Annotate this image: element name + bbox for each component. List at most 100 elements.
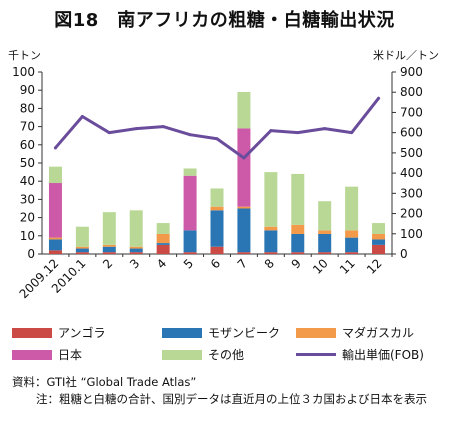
bar-segment: [156, 243, 170, 245]
y-right-tick-label: 300: [400, 186, 423, 200]
bar-segment: [291, 173, 305, 225]
bar-segment: [210, 246, 224, 254]
bar-segment: [345, 230, 359, 238]
price-point: [296, 131, 300, 135]
bar-segment: [129, 210, 143, 247]
bar-segment: [75, 252, 89, 254]
y-right-tick-label: 700: [400, 105, 423, 119]
y-left-tick-label: 30: [20, 192, 35, 206]
bar-segment: [237, 128, 251, 207]
legend: アンゴラ モザンビーク マダガスカル 日本 その他 輸出単価(FOB): [0, 318, 449, 364]
bar-segment: [318, 233, 332, 253]
bar-segment: [318, 252, 332, 254]
bar-segment: [237, 252, 251, 254]
legend-swatch-mozambique: [162, 327, 202, 338]
legend-swatch-japan: [12, 349, 52, 360]
notes: 資料： GTI社 “Global Trade Atlas” 注： 粗糖と白糖の合…: [12, 374, 442, 408]
bar-segment: [372, 239, 386, 245]
chart-canvas: 0 10 20 30 40 50 60 70 80 90 100 0 100 200 300 400 500 60…: [12, 65, 423, 301]
x-tick-label: 4: [154, 256, 169, 271]
bar-segment: [237, 206, 251, 209]
legend-label-other: その他: [208, 348, 245, 362]
y-left-tick-label: 100: [12, 65, 35, 79]
bar-segment: [237, 208, 251, 253]
x-tick-label: 7: [235, 256, 250, 271]
legend-label-japan: 日本: [58, 348, 83, 362]
bar-segment: [156, 233, 170, 244]
y-left-unit: 千トン: [8, 49, 41, 62]
bar-segment: [48, 250, 62, 254]
y-left-tick-label: 0: [27, 247, 35, 261]
price-point: [134, 127, 138, 131]
y-left-tick-label: 70: [20, 120, 35, 134]
price-point: [350, 131, 354, 135]
bar-segment: [183, 168, 197, 176]
x-tick-label: 12: [364, 256, 385, 277]
bar-segment: [156, 223, 170, 234]
bar-segment: [210, 188, 224, 207]
bar-segment: [264, 252, 278, 254]
bar-segment: [345, 237, 359, 253]
bar-segment: [210, 206, 224, 211]
y-right-tick-label: 800: [400, 85, 423, 99]
bar-segment: [48, 166, 62, 184]
price-point: [215, 137, 219, 141]
bar-segment: [183, 252, 197, 254]
legend-swatch-angola: [12, 327, 52, 338]
bar-segment: [345, 186, 359, 231]
legend-item-other: その他: [162, 346, 244, 363]
y-right-unit: 米ドル／トン: [373, 49, 439, 62]
legend-label-mozambique: モザンビーク: [208, 326, 281, 340]
y-right-tick-label: 400: [400, 166, 423, 180]
bar-segment: [48, 183, 62, 238]
bar-segment: [318, 201, 332, 231]
x-tick-label: 11: [337, 256, 358, 277]
bar-segment: [318, 230, 332, 234]
legend-label-angola: アンゴラ: [58, 326, 106, 340]
bar-segment: [129, 246, 143, 249]
y-right-tick-label: 500: [400, 146, 423, 160]
footnote-label: 注：: [36, 392, 59, 406]
footnote: 注： 粗糖と白糖の合計、国別データは直近月の上位３カ国および日本を表示: [12, 391, 442, 408]
bar-segment: [237, 92, 251, 129]
bar-segment: [183, 175, 197, 231]
price-point: [80, 114, 84, 118]
bar-segment: [264, 230, 278, 253]
x-tick-label: 3: [127, 256, 142, 271]
bar-segment: [129, 248, 143, 253]
price-point: [269, 129, 273, 133]
price-point: [161, 125, 165, 129]
bar-segment: [156, 244, 170, 254]
bar-segment: [345, 252, 359, 254]
legend-label-price: 輸出単価(FOB): [342, 348, 424, 362]
bar-segment: [264, 172, 278, 227]
y-left-tick-label: 90: [20, 83, 35, 97]
legend-item-price: 輸出単価(FOB): [296, 346, 424, 363]
bar-segment: [264, 226, 278, 231]
legend-line-price: [296, 353, 336, 356]
x-tick-label: 2: [100, 256, 115, 271]
y-right-tick-label: 900: [400, 65, 423, 79]
y-right-tick-label: 200: [400, 207, 423, 221]
legend-item-angola: アンゴラ: [12, 324, 106, 341]
bar-segment: [75, 248, 89, 253]
bar-segment: [102, 244, 116, 247]
y-left-tick-label: 50: [20, 156, 35, 170]
bar-segment: [102, 252, 116, 254]
source-note: 資料： GTI社 “Global Trade Atlas”: [12, 374, 442, 391]
bar-segment: [75, 226, 89, 247]
price-point: [242, 156, 246, 160]
y-left-tick-label: 40: [20, 174, 35, 188]
x-tick-label: 10: [310, 256, 331, 277]
price-line: [53, 96, 381, 160]
bar-segment: [291, 224, 305, 234]
price-point: [107, 131, 111, 135]
legend-item-japan: 日本: [12, 346, 82, 363]
x-tick-label: 8: [262, 256, 277, 271]
y-left-tick-label: 10: [20, 229, 35, 243]
x-tick-label: 9: [289, 256, 304, 271]
y-left-tick-label: 60: [20, 138, 35, 152]
footnote-text: 粗糖と白糖の合計、国別データは直近月の上位３カ国および日本を表示: [59, 392, 427, 406]
bar-segment: [75, 246, 89, 249]
bar-segment: [210, 210, 224, 247]
